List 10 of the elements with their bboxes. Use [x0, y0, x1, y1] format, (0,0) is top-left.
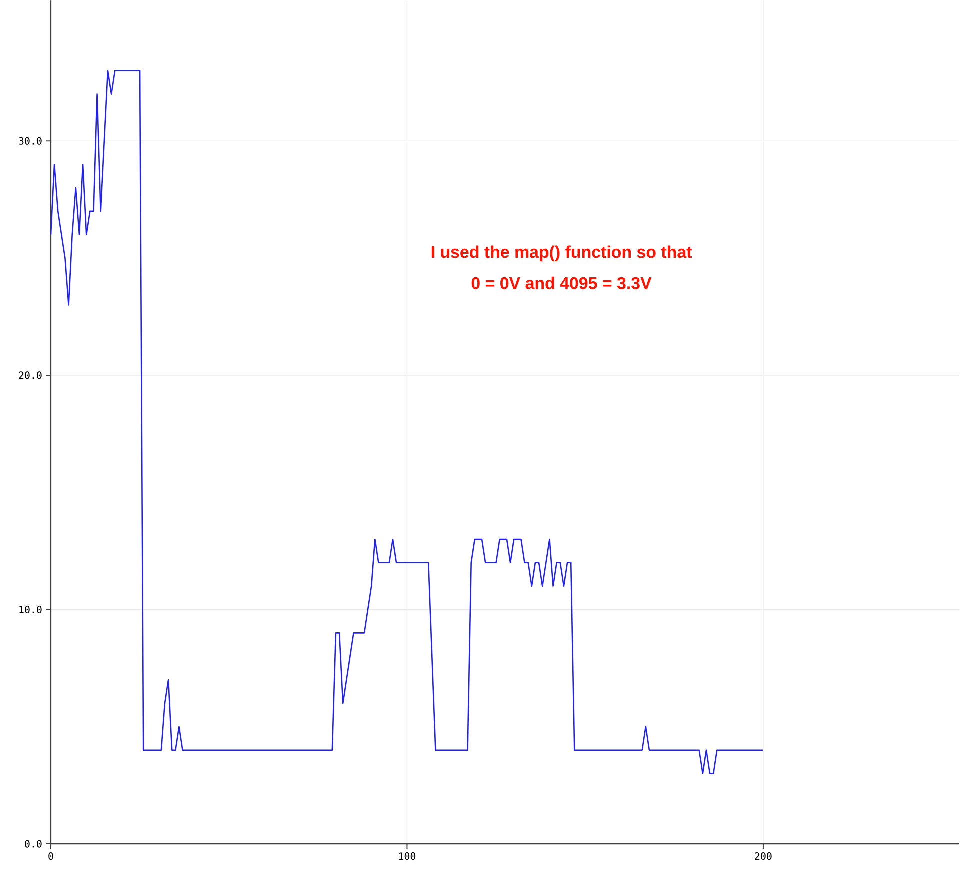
- y-tick-label: 0.0: [25, 840, 42, 848]
- y-tick-label: 20.0: [19, 372, 42, 380]
- x-tick-label: 200: [755, 852, 772, 860]
- y-tick-label: 30.0: [19, 137, 42, 145]
- annotation: 0 = 0V and 4095 = 3.3V: [472, 276, 652, 290]
- x-tick-label: 0: [48, 852, 54, 860]
- annotation: I used the map() function so that: [432, 246, 692, 262]
- line-series: [50, 70, 764, 774]
- x-tick-label: 100: [399, 852, 416, 860]
- y-tick-label: 10.0: [20, 606, 42, 614]
